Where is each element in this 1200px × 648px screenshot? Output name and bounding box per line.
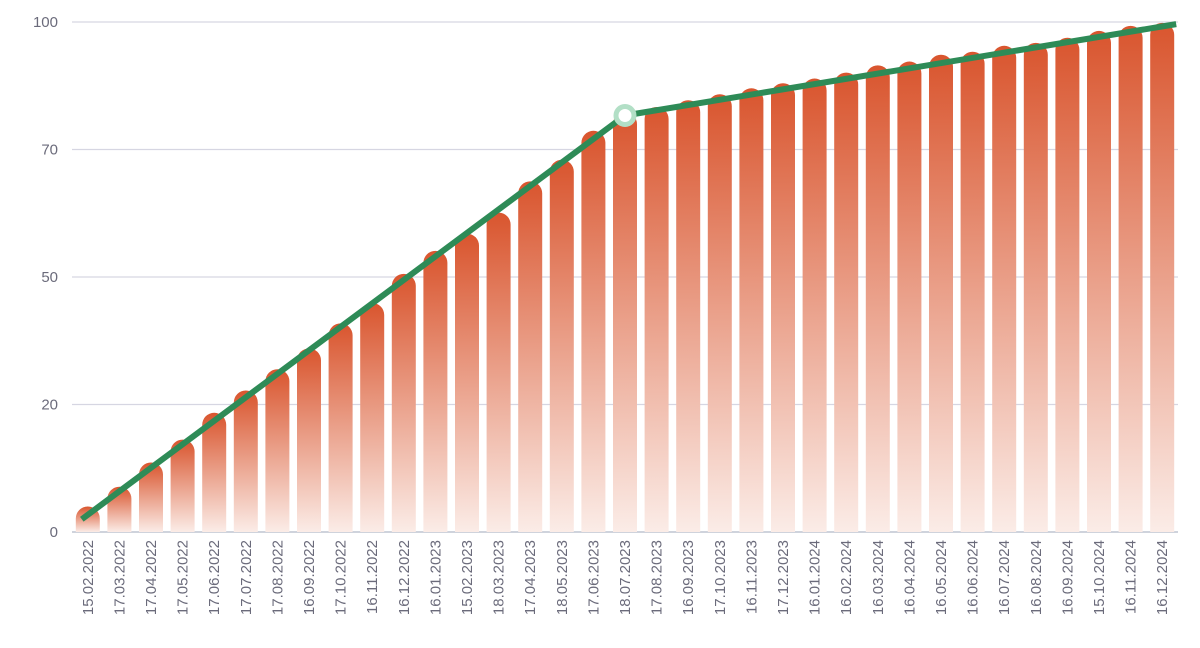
bar: [581, 130, 606, 533]
x-tick-label: 16.03.2024: [870, 540, 887, 615]
x-tick-label: 17.10.2022: [333, 540, 350, 615]
x-tick-label: 17.07.2022: [238, 540, 255, 615]
bar: [139, 462, 163, 532]
bar: [1023, 42, 1048, 532]
x-tick-label: 17.04.2023: [522, 540, 539, 615]
x-axis: 15.02.2022 17.03.2022 17.04.2022 17.05.2022…: [80, 540, 1171, 615]
x-tick-label: 17.06.2023: [585, 540, 602, 615]
bar: [423, 250, 448, 533]
bar: [739, 88, 764, 533]
bar: [518, 181, 543, 532]
x-tick-label: 16.09.2023: [680, 540, 697, 615]
x-tick-label: 16.09.2024: [1059, 540, 1076, 615]
bars: [75, 22, 1175, 533]
y-tick-label: 20: [41, 397, 58, 414]
x-tick-label: 16.01.2024: [807, 540, 824, 615]
x-tick-label: 18.05.2023: [554, 540, 571, 615]
x-tick-label: 16.05.2024: [933, 540, 950, 615]
bar: [1055, 37, 1080, 532]
x-tick-label: 16.11.2023: [743, 540, 760, 614]
bar: [802, 78, 827, 533]
bar: [486, 212, 511, 533]
bar: [707, 94, 732, 532]
bar: [644, 107, 669, 532]
y-axis: 0 20 50 70 100: [33, 14, 58, 541]
x-tick-label: 16.08.2024: [1028, 540, 1045, 615]
x-tick-label: 17.03.2022: [111, 540, 128, 615]
x-tick-label: 16.12.2022: [396, 540, 413, 615]
bar: [170, 439, 195, 532]
x-tick-label: 17.05.2022: [175, 540, 192, 615]
bar: [771, 83, 795, 532]
bar: [391, 273, 416, 532]
bar: [360, 302, 385, 532]
x-tick-label: 15.02.2022: [80, 540, 97, 615]
bar: [1118, 25, 1143, 532]
x-tick-label: 18.03.2023: [491, 540, 508, 615]
x-tick-label: 16.12.2024: [1154, 540, 1171, 615]
bar: [233, 390, 258, 532]
bar: [1087, 30, 1111, 533]
x-tick-label: 17.10.2023: [712, 540, 729, 615]
y-tick-label: 50: [41, 269, 58, 286]
bar: [613, 112, 637, 532]
x-tick-label: 17.06.2022: [206, 540, 223, 615]
bar: [992, 45, 1017, 533]
y-tick-label: 100: [33, 14, 58, 31]
x-tick-label: 17.04.2022: [143, 540, 160, 615]
bar: [834, 72, 859, 532]
bar: [1150, 22, 1175, 532]
x-tick-label: 16.11.2024: [1123, 540, 1140, 614]
bar: [265, 369, 290, 532]
x-tick-label: 17.08.2022: [269, 540, 286, 615]
bar: [297, 348, 321, 532]
bar: [328, 323, 353, 532]
x-tick-label: 16.09.2022: [301, 540, 318, 615]
x-tick-label: 17.08.2023: [649, 540, 666, 615]
bar: [202, 412, 227, 532]
x-tick-label: 16.01.2023: [427, 540, 444, 615]
x-tick-label: 17.12.2023: [775, 540, 792, 615]
highlight-point: [613, 104, 637, 127]
y-tick-label: 70: [41, 142, 58, 159]
x-tick-label: 16.04.2024: [901, 540, 918, 615]
y-tick-label: 0: [50, 524, 58, 541]
bar: [865, 65, 890, 532]
bar: [960, 51, 985, 532]
bar: [929, 54, 953, 532]
x-tick-label: 16.06.2024: [965, 540, 982, 615]
x-tick-label: 16.02.2024: [838, 540, 855, 615]
x-tick-label: 16.11.2022: [364, 540, 381, 614]
x-tick-label: 15.02.2023: [459, 540, 476, 615]
x-tick-label: 18.07.2023: [617, 540, 634, 615]
bar: [676, 100, 701, 532]
bar: [897, 61, 922, 533]
x-tick-label: 15.10.2024: [1091, 540, 1108, 615]
bar: [455, 233, 479, 532]
trend-line: [80, 21, 1177, 522]
bar: [549, 159, 574, 532]
x-tick-label: 16.07.2024: [996, 540, 1013, 615]
